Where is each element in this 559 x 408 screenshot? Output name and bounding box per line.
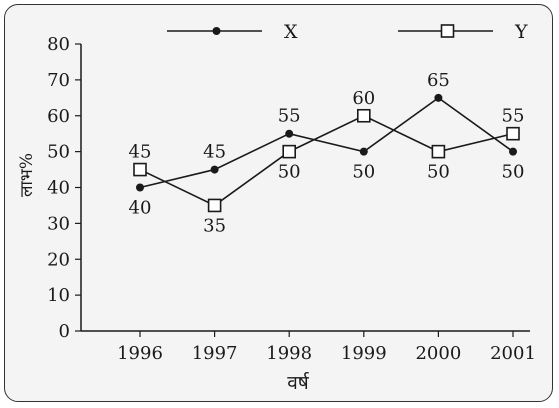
y-tick-label: 70	[47, 70, 70, 91]
series-line-y	[139, 114, 514, 207]
point-y	[133, 162, 147, 177]
y-axis-title: लाभ%	[17, 153, 37, 197]
x-tick-label: 2000	[415, 343, 461, 364]
y-tick-label: 80	[47, 34, 70, 55]
x-tick-label: 1997	[192, 343, 238, 364]
legend-label-x: X	[284, 21, 298, 43]
x-tick-label: 1996	[117, 343, 163, 364]
x-tick-label: 1999	[341, 343, 387, 364]
point-x	[509, 147, 517, 156]
data-label-y: 35	[203, 215, 226, 236]
data-label-x: 55	[278, 106, 301, 127]
point-y	[431, 144, 446, 159]
y-tick-label: 0	[59, 321, 70, 342]
data-label-y: 60	[352, 88, 375, 109]
y-tick-label: 60	[47, 106, 70, 127]
y-ticks: 0 10 20 30 40 50 60 70 80	[47, 34, 81, 342]
series-group	[133, 93, 520, 213]
point-y	[282, 144, 297, 159]
point-x	[285, 129, 294, 138]
point-x	[210, 165, 219, 174]
legend-label-y: Y	[514, 21, 528, 43]
point-x	[136, 183, 144, 192]
data-label-x: 65	[427, 70, 450, 91]
y-tick-label: 40	[47, 178, 70, 199]
y-tick-label: 10	[47, 285, 70, 306]
data-label-x: 50	[352, 162, 375, 183]
y-tick-label: 20	[47, 249, 70, 270]
point-y	[506, 126, 520, 141]
point-x	[359, 147, 368, 156]
point-x	[434, 93, 443, 102]
point-y	[207, 198, 222, 213]
y-tick-label: 30	[47, 213, 70, 234]
x-ticks: 1996 1997 1998 1999 2000 2001	[117, 331, 536, 364]
legend-marker-y	[440, 24, 455, 38]
data-label-y: 55	[502, 106, 525, 127]
point-y	[356, 108, 371, 123]
legend-marker-x	[212, 27, 221, 35]
data-labels: 40 45 45 35 55 50 50 60 65 50 50 55	[129, 70, 525, 237]
x-axis-title: वर्ष	[287, 371, 310, 394]
chart-frame	[4, 4, 553, 402]
data-label-y: 45	[129, 142, 152, 163]
data-label-y: 50	[278, 162, 301, 183]
x-tick-label: 2001	[490, 343, 536, 364]
data-label-y: 50	[427, 162, 450, 183]
y-tick-label: 50	[47, 142, 70, 163]
data-label-x: 45	[203, 142, 226, 163]
chart-axes	[80, 44, 530, 332]
data-label-x: 50	[502, 162, 525, 183]
data-label-x: 40	[129, 198, 152, 219]
x-tick-label: 1998	[266, 343, 312, 364]
series-line-x	[139, 96, 514, 189]
